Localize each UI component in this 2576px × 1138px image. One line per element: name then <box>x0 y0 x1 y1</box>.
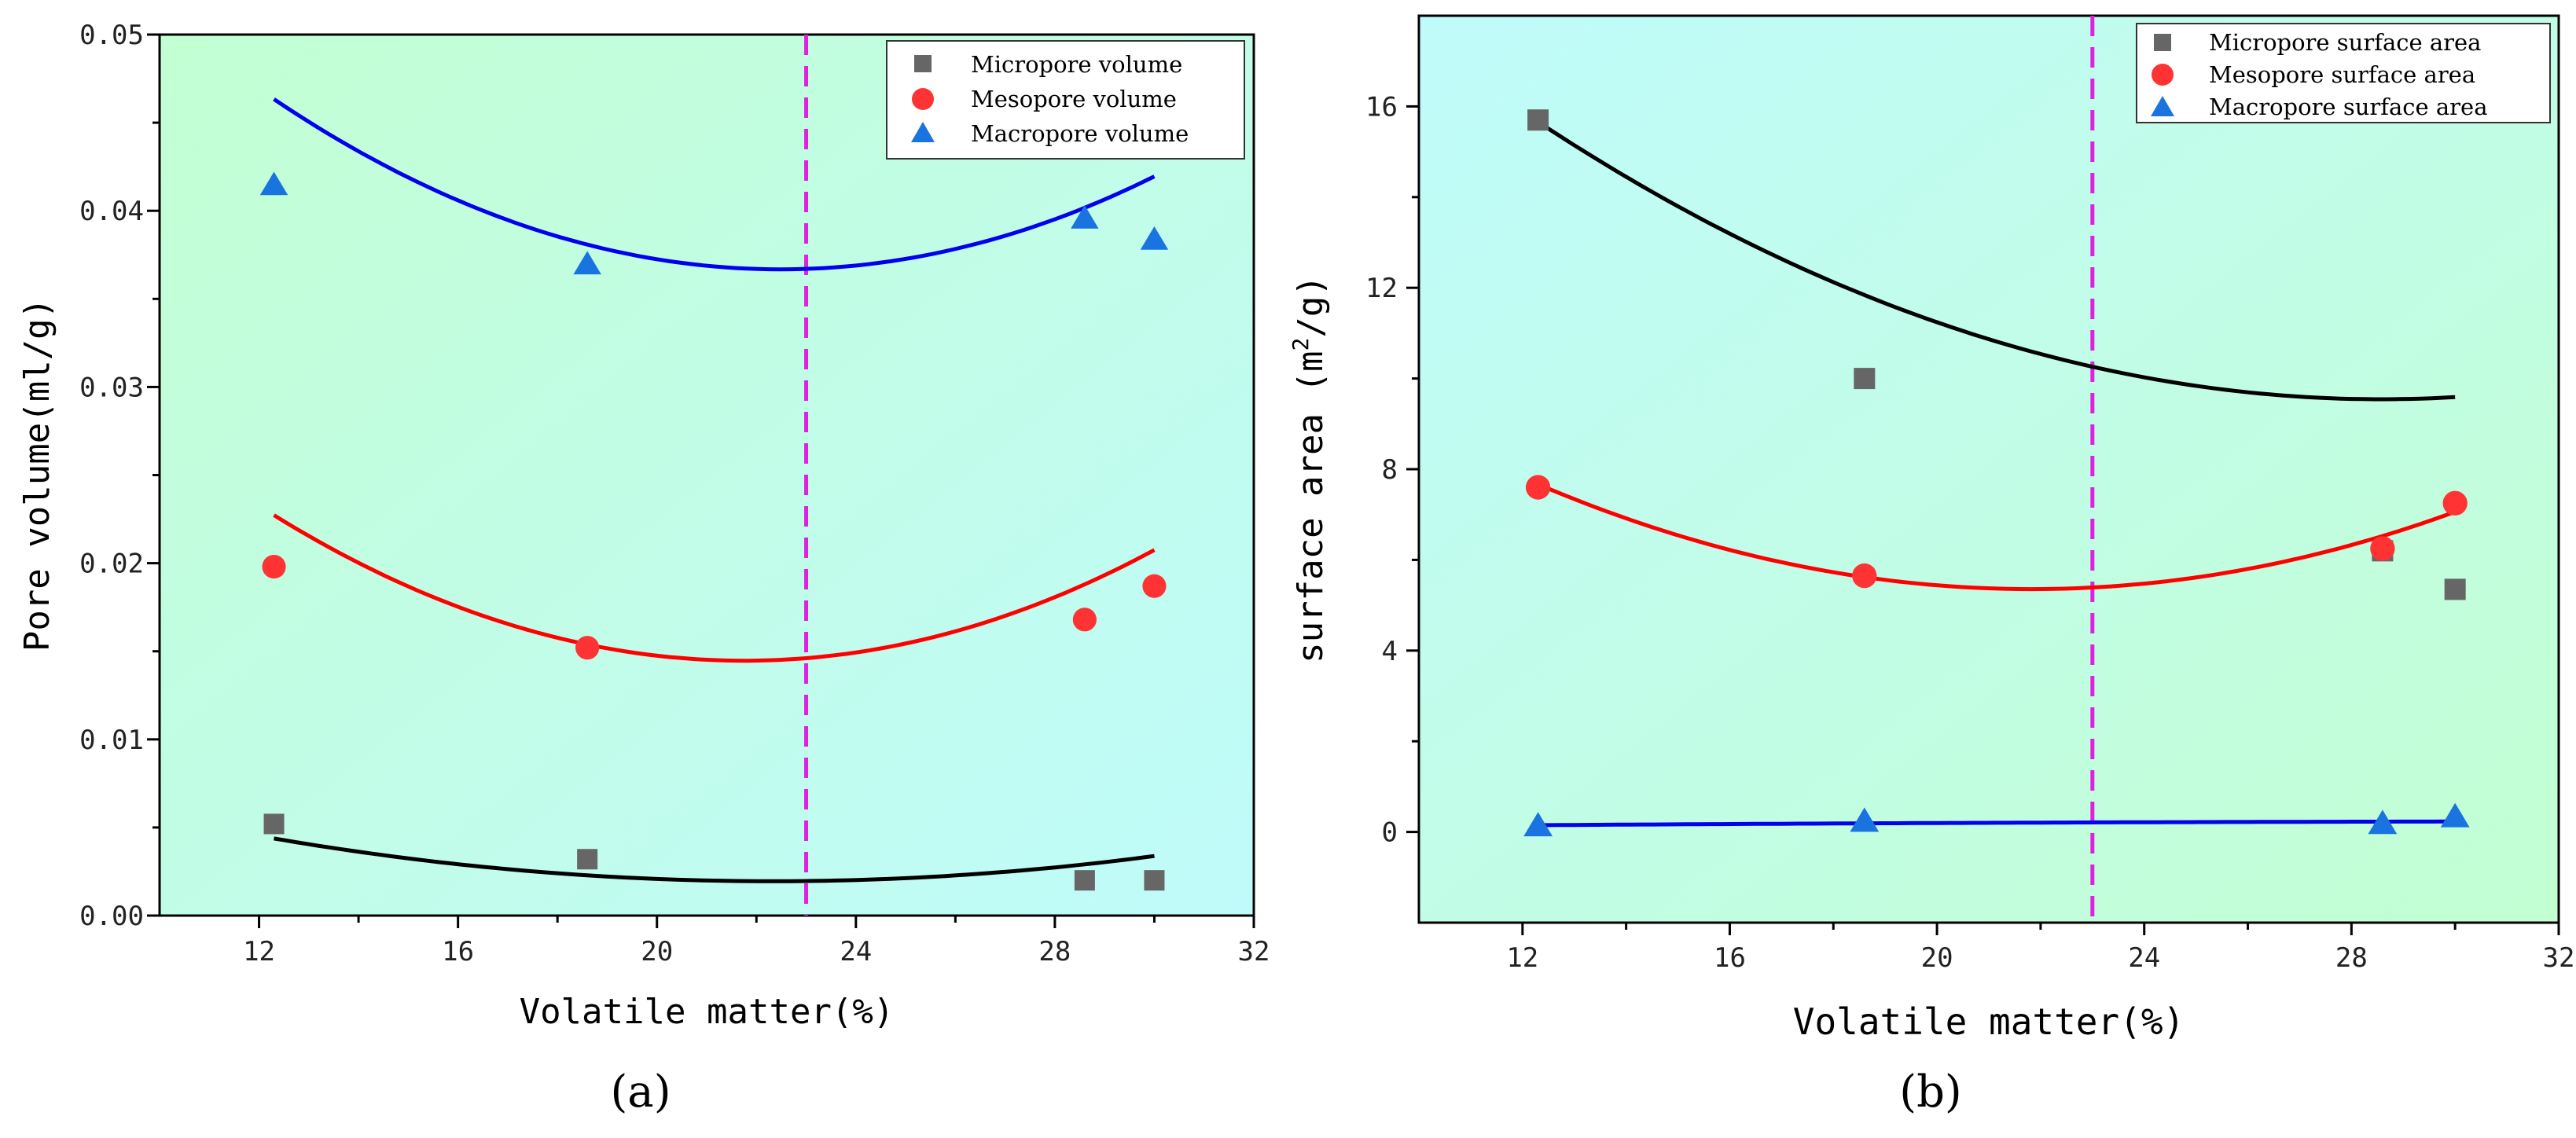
x-tick-label: 16 <box>442 936 474 967</box>
data-points-b <box>1523 109 2470 837</box>
x-tick-label: 32 <box>2543 942 2575 974</box>
data-point-micropore-surface-area <box>1527 109 1549 131</box>
fit-curves-a <box>273 97 1156 883</box>
data-point-macropore-volume <box>1071 205 1099 229</box>
data-point-mesopore-surface-area <box>2370 536 2395 561</box>
data-point-mesopore-volume <box>1142 574 1167 598</box>
x-tick-label: 20 <box>1921 942 1953 974</box>
y-tick-label: 0.00 <box>79 901 144 932</box>
legend-b: Micropore surface area Mesopore surface … <box>2136 23 2551 123</box>
x-axis-label-a: Volatile matter(%) <box>520 992 895 1032</box>
y-tick-label: 0.05 <box>79 20 144 51</box>
panel-label-b: (b) <box>1899 1066 1962 1118</box>
legend-marker-macropore-volume <box>911 122 935 142</box>
y-tick-label: 16 <box>1365 91 1398 123</box>
x-tick-label: 12 <box>1506 942 1538 974</box>
legend-marker-mesopore-surface-area <box>2152 64 2174 86</box>
axis-ticks-a <box>147 33 1255 928</box>
x-tick-label: 24 <box>840 936 872 967</box>
y-tick-label: 0.04 <box>79 196 144 227</box>
legend-label-macropore-surface-area: Macropore surface area <box>2209 94 2488 120</box>
x-tick-label: 12 <box>243 936 275 967</box>
panel-label-a: (a) <box>610 1066 671 1118</box>
y-axis-label-a: Pore volume(ml/g) <box>17 298 57 652</box>
data-point-micropore-volume <box>577 849 598 870</box>
chart-panel-b: 12 16 20 24 28 32 0 4 8 12 16 Volatile matter(%) s… <box>1288 14 2574 1118</box>
x-tick-label: 28 <box>2335 942 2368 974</box>
legend-label-mesopore-volume: Mesopore volume <box>971 86 1177 112</box>
legend-a: Micropore volume Mesopore volume Macropo… <box>886 40 1245 160</box>
y-axis-label-b-unit: (m <box>1291 351 1331 392</box>
y-tick-label: 0.01 <box>79 725 144 756</box>
data-point-macropore-volume <box>573 251 601 275</box>
fit-curve-macropore-volume <box>273 97 1156 272</box>
y-tick-label: 0.03 <box>79 372 144 403</box>
data-points-a <box>259 171 1169 891</box>
y-axis-label-b-main: surface area <box>1291 392 1331 663</box>
legend-label-macropore-volume: Macropore volume <box>971 120 1189 147</box>
fit-curve-micropore-surface-area <box>1537 120 2456 402</box>
axis-ticks-b <box>1406 105 2560 935</box>
data-point-mesopore-surface-area <box>2442 490 2468 516</box>
data-point-micropore-surface-area <box>1854 368 1876 390</box>
y-axis-label-b: surface area (m2/g) <box>1288 275 1331 663</box>
y-tick-label: 8 <box>1382 454 1398 486</box>
legend-marker-micropore-surface-area <box>2154 34 2171 51</box>
legend-marker-micropore-volume <box>914 55 932 72</box>
data-point-mesopore-surface-area <box>1852 563 1877 589</box>
data-point-mesopore-volume <box>1072 608 1097 632</box>
y-tick-label: 0.02 <box>79 549 144 580</box>
tick-labels-b: 12 16 20 24 28 32 0 4 8 12 16 <box>1365 91 2574 974</box>
y-tick-label: 0 <box>1382 817 1398 849</box>
data-point-mesopore-surface-area <box>1525 475 1551 500</box>
data-point-micropore-volume <box>263 813 285 835</box>
plot-area-b <box>1417 14 2560 924</box>
y-axis-label-b-tail: /g) <box>1291 275 1331 337</box>
x-tick-label: 32 <box>1238 936 1270 967</box>
legend-label-micropore-volume: Micropore volume <box>971 51 1182 78</box>
x-tick-label: 16 <box>1714 942 1746 974</box>
data-point-mesopore-volume <box>575 636 600 660</box>
legend-box-b <box>2136 23 2551 123</box>
y-tick-label: 12 <box>1365 273 1398 304</box>
x-tick-label: 28 <box>1038 936 1071 967</box>
data-point-macropore-surface-area <box>1523 812 1553 837</box>
x-tick-label: 24 <box>2128 942 2160 974</box>
data-point-micropore-volume <box>1144 870 1165 891</box>
data-point-micropore-volume <box>1074 870 1095 891</box>
legend-marker-mesopore-volume <box>912 88 934 110</box>
tick-labels-a: 12 16 20 24 28 32 0.00 0.01 0.02 0.03 0.04 0.05 <box>79 20 1270 967</box>
legend-label-mesopore-surface-area: Mesopore surface area <box>2209 61 2475 88</box>
y-tick-label: 4 <box>1382 636 1398 667</box>
data-point-macropore-volume <box>1140 226 1169 250</box>
legend-marker-macropore-surface-area <box>2151 96 2174 116</box>
data-point-mesopore-volume <box>262 555 286 579</box>
fit-curve-micropore-volume <box>274 836 1155 883</box>
legend-box-a <box>886 40 1245 160</box>
data-point-macropore-surface-area <box>2440 802 2470 828</box>
fit-curve-mesopore-surface-area <box>1537 482 2457 592</box>
legend-label-micropore-surface-area: Micropore surface area <box>2209 29 2481 56</box>
data-point-micropore-surface-area <box>2444 578 2466 600</box>
x-tick-label: 20 <box>641 936 673 967</box>
y-axis-label-b-sup: 2 <box>1288 338 1314 351</box>
data-point-macropore-volume <box>259 171 288 196</box>
data-point-macropore-surface-area <box>2368 809 2398 835</box>
fit-curve-mesopore-volume <box>273 513 1156 663</box>
fit-curves-b <box>1537 120 2457 828</box>
plot-area-a <box>158 33 1255 917</box>
x-axis-label-b: Volatile matter(%) <box>1793 1000 2185 1043</box>
data-point-macropore-surface-area <box>1850 807 1880 832</box>
fit-curve-macropore-surface-area <box>1538 819 2456 828</box>
chart-panel-a: 12 16 20 24 28 32 0.00 0.01 0.02 0.03 0.04 0.05 Vol… <box>17 20 1270 1118</box>
